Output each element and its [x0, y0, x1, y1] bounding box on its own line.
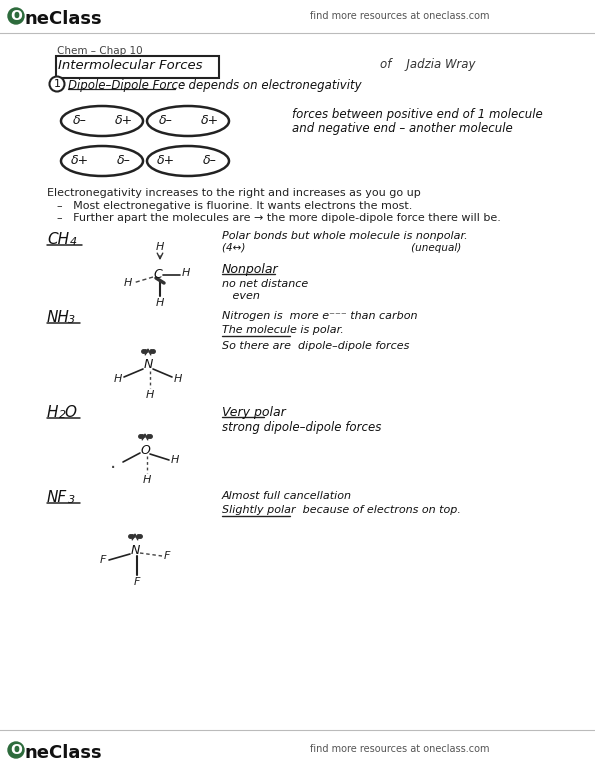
- Text: of    Jadzia Wray: of Jadzia Wray: [380, 58, 475, 71]
- Text: CH: CH: [47, 232, 69, 247]
- Text: The molecule is polar.: The molecule is polar.: [222, 325, 344, 335]
- Text: O: O: [64, 405, 76, 420]
- Text: N: N: [130, 544, 140, 557]
- Text: δ+: δ+: [115, 115, 133, 128]
- Text: find more resources at oneclass.com: find more resources at oneclass.com: [310, 744, 490, 754]
- Text: Slightly polar  because of electrons on top.: Slightly polar because of electrons on t…: [222, 505, 461, 515]
- Text: Electronegativity increases to the right and increases as you go up: Electronegativity increases to the right…: [47, 188, 421, 198]
- Text: neClass: neClass: [25, 10, 102, 28]
- Text: Dipole–Dipole Force: Dipole–Dipole Force: [68, 79, 185, 92]
- Text: δ–: δ–: [117, 155, 131, 168]
- Text: H: H: [171, 455, 179, 465]
- Text: Intermolecular Forces: Intermolecular Forces: [58, 59, 202, 72]
- Ellipse shape: [147, 146, 229, 176]
- Text: neClass: neClass: [25, 744, 102, 762]
- Ellipse shape: [147, 106, 229, 136]
- Text: Very polar: Very polar: [222, 406, 286, 419]
- Text: H: H: [143, 475, 151, 485]
- Text: 2: 2: [59, 410, 66, 420]
- Text: O: O: [10, 743, 22, 757]
- Text: even: even: [222, 291, 260, 301]
- Text: NF: NF: [47, 490, 67, 505]
- Text: no net distance: no net distance: [222, 279, 308, 289]
- Text: O: O: [140, 444, 150, 457]
- Text: So there are  dipole–dipole forces: So there are dipole–dipole forces: [222, 341, 409, 351]
- Text: δ+: δ+: [201, 115, 219, 128]
- Ellipse shape: [61, 146, 143, 176]
- Text: 1: 1: [54, 79, 61, 89]
- Text: δ–: δ–: [159, 115, 173, 128]
- FancyBboxPatch shape: [55, 55, 218, 78]
- Text: δ–: δ–: [73, 115, 87, 128]
- Text: find more resources at oneclass.com: find more resources at oneclass.com: [310, 11, 490, 21]
- Text: NH: NH: [47, 310, 70, 325]
- Text: F: F: [164, 551, 170, 561]
- Text: .: .: [110, 453, 116, 471]
- Text: H: H: [114, 374, 122, 384]
- Circle shape: [8, 8, 24, 24]
- Text: δ–: δ–: [203, 155, 217, 168]
- Text: δ+: δ+: [157, 155, 175, 168]
- Text: Chem – Chap 10: Chem – Chap 10: [57, 46, 143, 56]
- Text: H: H: [182, 268, 190, 278]
- Text: strong dipole–dipole forces: strong dipole–dipole forces: [222, 421, 381, 434]
- Text: –   Further apart the molecules are → the more dipole-dipole force there will be: – Further apart the molecules are → the …: [57, 213, 501, 223]
- Text: H: H: [47, 405, 58, 420]
- Text: 3: 3: [68, 315, 75, 325]
- Text: F: F: [100, 555, 106, 565]
- Text: F: F: [134, 577, 140, 587]
- Text: : depends on electronegativity: : depends on electronegativity: [177, 79, 362, 92]
- Text: δ+: δ+: [71, 155, 89, 168]
- Text: Nitrogen is  more e⁻⁻⁻ than carbon: Nitrogen is more e⁻⁻⁻ than carbon: [222, 311, 418, 321]
- Text: and negative end – another molecule: and negative end – another molecule: [292, 122, 513, 135]
- Text: H: H: [124, 278, 132, 288]
- Text: forces between positive end of 1 molecule: forces between positive end of 1 molecul…: [292, 108, 543, 121]
- Text: H: H: [156, 298, 164, 308]
- Text: O: O: [10, 9, 22, 23]
- Circle shape: [8, 742, 24, 758]
- Text: (4↔)                                                   (unequal): (4↔) (unequal): [222, 243, 461, 253]
- Circle shape: [49, 76, 64, 92]
- Text: C: C: [154, 269, 162, 282]
- Text: H: H: [174, 374, 182, 384]
- Ellipse shape: [61, 106, 143, 136]
- Text: Almost full cancellation: Almost full cancellation: [222, 491, 352, 501]
- Text: H: H: [156, 242, 164, 252]
- Text: H: H: [146, 390, 154, 400]
- Text: –   Most electronegative is fluorine. It wants electrons the most.: – Most electronegative is fluorine. It w…: [57, 201, 412, 211]
- Text: 4: 4: [70, 237, 77, 247]
- Text: 3: 3: [68, 495, 75, 505]
- Text: N: N: [143, 359, 153, 371]
- Text: Polar bonds but whole molecule is nonpolar.: Polar bonds but whole molecule is nonpol…: [222, 231, 468, 241]
- Text: Nonpolar: Nonpolar: [222, 263, 278, 276]
